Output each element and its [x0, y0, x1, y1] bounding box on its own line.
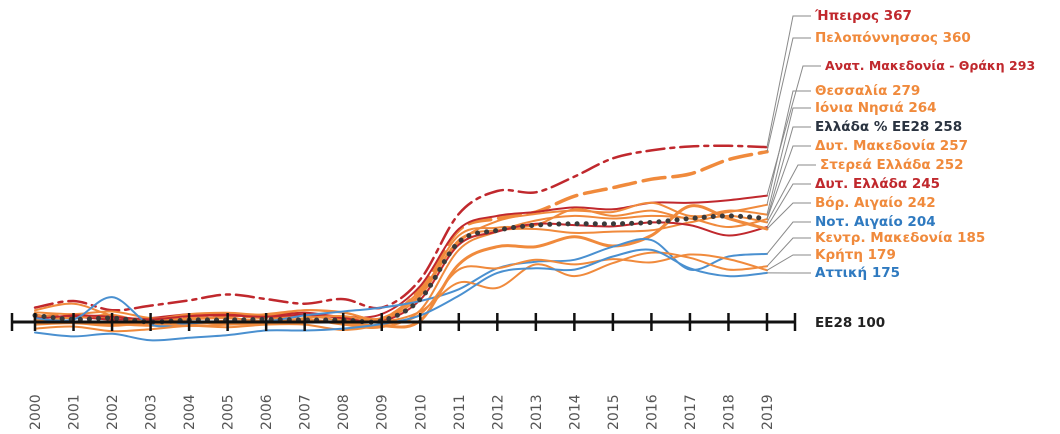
x-tick-label: 2019: [760, 394, 776, 430]
x-tick-label: 2004: [182, 394, 198, 430]
x-tick-label: 2000: [28, 394, 44, 430]
label-leader-line: [766, 237, 811, 267]
label-leader-line: [766, 37, 811, 152]
label-leader-line: [766, 65, 821, 196]
series-line-2: [34, 194, 768, 321]
label-leader-line: [766, 254, 811, 271]
label-leader-line: [766, 126, 811, 219]
series-label: Θεσσαλία 279: [815, 83, 920, 99]
series-label: Δυτ. Μακεδονία 257: [815, 138, 968, 154]
x-tick-labels: 2000 2001 2002 2003 2004 2005 2006 2007 2008 2009…: [28, 394, 776, 430]
label-leader-line: [766, 145, 811, 220]
series-label: Ανατ. Μακεδονία - Θράκη 293: [825, 58, 1035, 73]
x-tick-label: 2002: [105, 394, 121, 430]
x-tick-label: 2003: [144, 394, 160, 430]
series-label: Ιόνια Νησιά 264: [815, 100, 937, 116]
x-tick-label: 2016: [644, 394, 660, 430]
label-leader-line: [766, 15, 811, 148]
series-label: Στερεά Ελλάδα 252: [820, 157, 964, 173]
series-label: Νοτ. Αιγαίο 204: [815, 214, 936, 230]
series-label: Ήπειρος 367: [814, 8, 912, 24]
x-tick-label: 2010: [413, 394, 429, 430]
x-tick-label: 2013: [529, 394, 545, 430]
x-tick-label: 2007: [298, 394, 314, 430]
series-line-10: [34, 238, 768, 328]
series-label: Βόρ. Αιγαίο 242: [815, 195, 936, 211]
x-tick-label: 2015: [606, 394, 622, 430]
x-tick-label: 2011: [452, 394, 468, 430]
x-tick-label: 2001: [67, 394, 83, 430]
x-tick-label: 2018: [722, 394, 738, 430]
label-leader-line: [766, 183, 811, 228]
x-tick-label: 2012: [490, 394, 506, 430]
series-lines: [32, 144, 770, 342]
label-leader-line: [766, 164, 816, 223]
x-tick-label: 2009: [375, 394, 391, 430]
label-leader-line: [766, 90, 811, 205]
series-labels: Ήπειρος 367 Πελοπόννησσος 360 Ανατ. Μακεδο…: [766, 8, 1035, 281]
x-tick-label: 2014: [567, 394, 583, 430]
label-leader-line: [766, 202, 811, 230]
series-line-1: [33, 149, 769, 324]
x-tick-label: 2006: [259, 394, 275, 430]
series-label: Κεντρ. Μακεδονία 185: [815, 230, 985, 246]
baseline-axis: ΕΕ28 100: [10, 313, 885, 331]
series-line-0: [33, 144, 769, 312]
label-leader-line: [766, 221, 811, 255]
series-label: Κρήτη 179: [815, 247, 896, 263]
label-leader-line: [766, 107, 811, 215]
series-label: Αττική 175: [815, 265, 900, 281]
series-label: Πελοπόννησσος 360: [815, 30, 971, 46]
series-label: Ελλάδα % ΕΕ28 258: [815, 119, 962, 135]
x-tick-label: 2008: [336, 394, 352, 430]
series-label: Δυτ. Ελλάδα 245: [815, 176, 940, 192]
series-line-8: [34, 221, 768, 324]
x-tick-label: 2005: [221, 394, 237, 430]
baseline-label: ΕΕ28 100: [815, 315, 885, 331]
x-tick-label: 2017: [683, 394, 699, 430]
